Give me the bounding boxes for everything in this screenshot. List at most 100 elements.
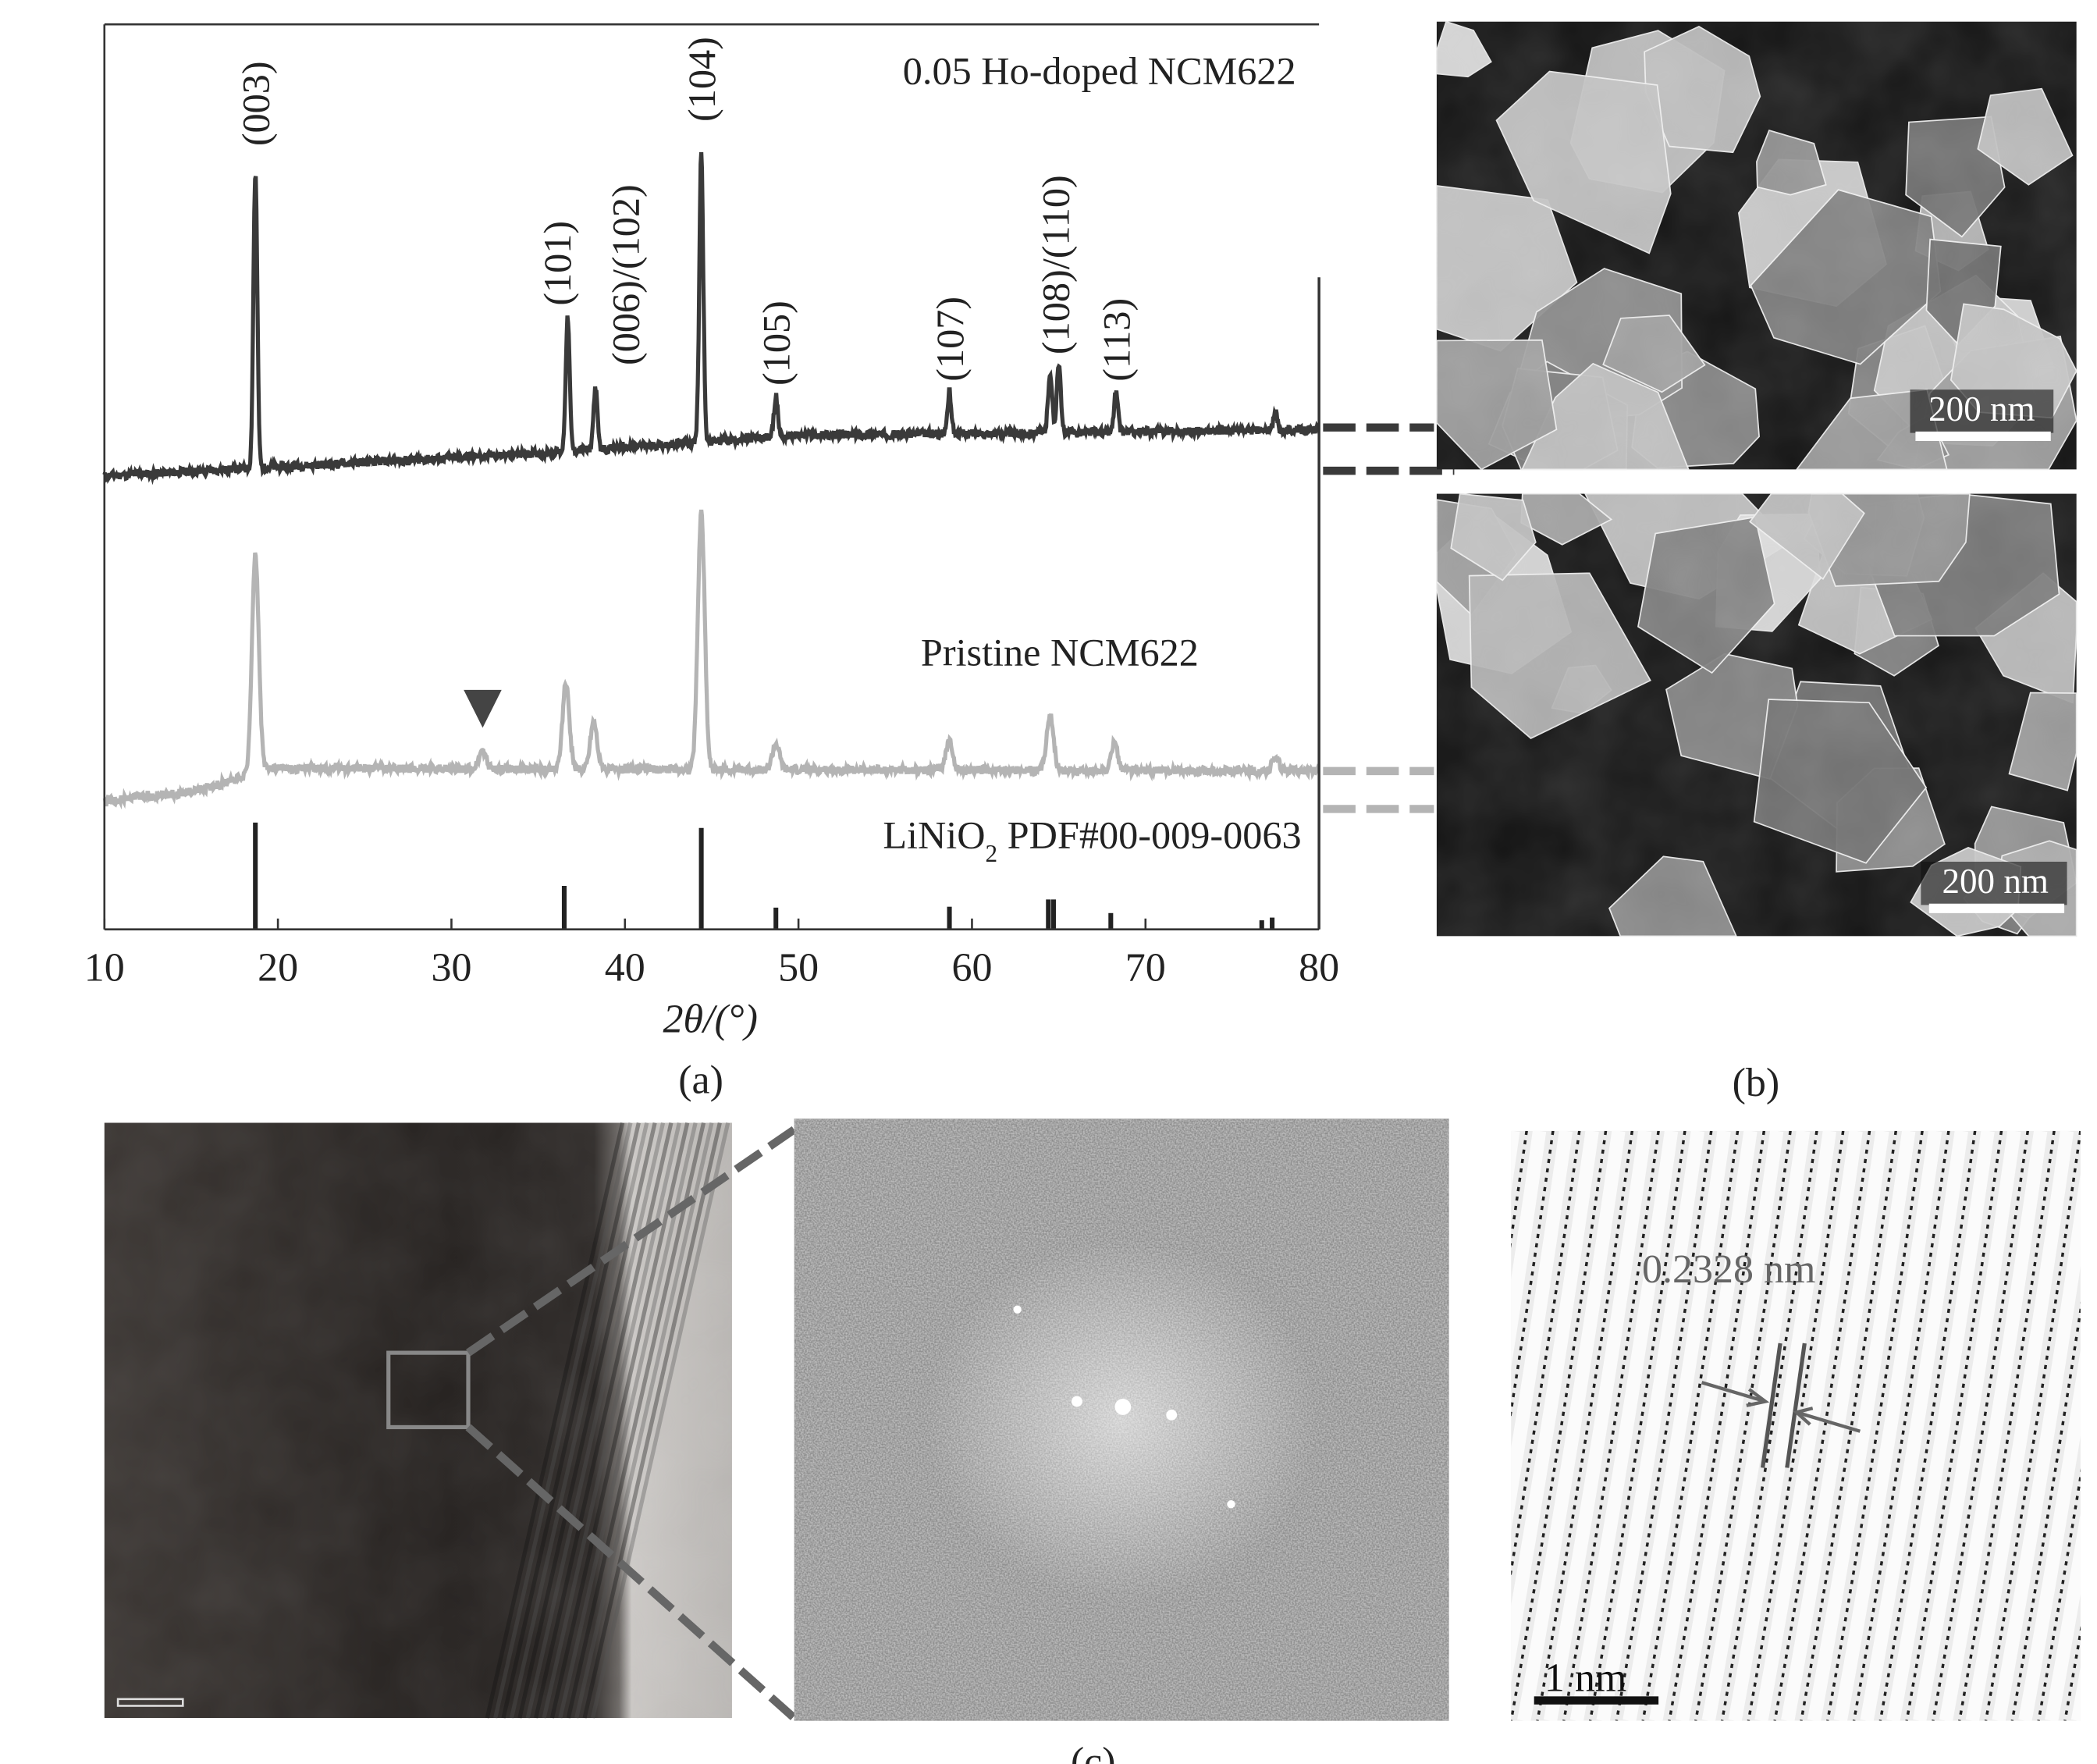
scale-bar: [1915, 431, 2051, 441]
fringe-dark: [1826, 1130, 1924, 1721]
fringe-bright: [1569, 1130, 1679, 1721]
tem-scale-bar: [116, 1698, 184, 1707]
fringe-bright: [2018, 1350, 2081, 1721]
fringe-dark: [1958, 1130, 2056, 1721]
xrd-curves: [102, 151, 1320, 930]
fringe-dark: [1511, 1130, 1608, 1721]
fringe-bright: [1860, 1130, 1968, 1721]
sem-scale-label: 200 nm: [1928, 389, 2035, 429]
ref-sub: 2: [986, 840, 998, 867]
fringe-dark: [1984, 1130, 2081, 1721]
fringe-bright: [1754, 1130, 1863, 1721]
fringe-dark: [1905, 1130, 2003, 1721]
tem-image: [104, 1122, 732, 1719]
fringe-bright: [1649, 1130, 1758, 1721]
fringe-bright: [1511, 1130, 1599, 1684]
fringe-dark: [1932, 1130, 2030, 1721]
fft-spot: [1166, 1409, 1178, 1421]
lattice-streak: [566, 1122, 706, 1719]
fringe-bright: [2045, 1513, 2081, 1721]
peak-labels: (003) (101) (006)/(102) (104) (105) (107) (108…: [234, 37, 1139, 386]
fringe-dark: [2010, 1301, 2081, 1721]
zoom-connector-lines: [465, 1126, 798, 1721]
x-axis-ticks: 10 20 30 40 50 60 70 80: [84, 918, 1339, 990]
connector-lines: [1323, 423, 1455, 813]
fringe-bright: [1701, 1130, 1811, 1721]
x-tick-label: 60: [951, 946, 992, 990]
fringe-dark: [1694, 1130, 1792, 1721]
lattice-scale-bar: [1534, 1696, 1659, 1705]
peak-label: (107): [928, 297, 972, 382]
lattice-streak: [558, 1122, 698, 1719]
series-label-pristine: Pristine NCM622: [921, 631, 1199, 674]
peak-label: (105): [755, 301, 798, 386]
panel-label-b: (b): [1733, 1061, 1780, 1105]
arrow-right: [1793, 1407, 1861, 1433]
lattice-spacing-label: 0.2328 nm: [1642, 1247, 1815, 1292]
fft-spot: [1071, 1396, 1082, 1407]
peak-label: (003): [234, 61, 278, 146]
fringe-bright: [1833, 1130, 1942, 1721]
fringe-bright: [1517, 1130, 1626, 1721]
fringe-bright: [1623, 1130, 1731, 1721]
scale-bar-bg: [1921, 862, 2067, 905]
fringe-dark: [1511, 1130, 1581, 1579]
fringe-bright: [1939, 1130, 2048, 1721]
fringe-bright: [2070, 1666, 2081, 1721]
lattice-streak: [534, 1122, 674, 1719]
lattice-streak: [485, 1122, 625, 1719]
lattice-streak: [574, 1122, 714, 1719]
lattice-streak: [493, 1122, 633, 1719]
fft-spots: [1013, 1305, 1235, 1509]
fringe-dark: [2092, 1131, 2097, 1721]
series-line-doped: [102, 151, 1320, 485]
x-tick-label: 70: [1125, 946, 1166, 990]
fringe-bright: [1511, 1130, 1573, 1531]
series-line-pristine: [102, 509, 1320, 810]
fringe-bright: [1965, 1130, 2074, 1721]
x-tick-label: 20: [258, 946, 298, 990]
lattice-streak: [509, 1122, 649, 1719]
arrow-left: [1701, 1381, 1770, 1407]
ref-main: LiNiO: [883, 813, 985, 857]
x-tick-label: 40: [605, 946, 645, 990]
fringe-dark: [1720, 1130, 1818, 1721]
fringe-bright: [1886, 1130, 1995, 1721]
lattice-streak: [501, 1122, 641, 1719]
peak-label: (104): [680, 37, 723, 122]
fringe-bright: [1992, 1173, 2081, 1721]
fringe-bright: [1596, 1130, 1704, 1721]
fringe-bright: [1543, 1130, 1652, 1721]
fringe-dark: [1800, 1130, 1898, 1721]
fringe-dark: [1878, 1130, 1977, 1721]
ref-rest: PDF#00-009-0063: [997, 813, 1301, 857]
fft-spot: [1227, 1500, 1235, 1509]
fringe-dark: [1668, 1130, 1766, 1721]
lattice-streak: [590, 1122, 730, 1719]
fringe-bright: [1511, 1130, 1547, 1368]
lattice-streak: [525, 1122, 666, 1719]
sem-image-pristine: 200 nm: [1436, 493, 2077, 937]
fringe-dark: [1852, 1130, 1950, 1721]
sem-scale-label: 200 nm: [1942, 862, 2048, 901]
fringe-dark: [1641, 1130, 1740, 1721]
series-label-doped: 0.05 Ho-doped NCM622: [903, 48, 1296, 92]
xrd-chart: 10 20 30 40 50 60 70 80 (003) (101) (006)/(102) (1…: [84, 23, 1339, 1102]
fringe-dark: [1773, 1130, 1871, 1721]
scale-bar: [1928, 903, 2065, 913]
peak-label: (101): [535, 221, 579, 306]
fringe-bright: [1807, 1130, 1916, 1721]
panel-label-a: (a): [678, 1058, 723, 1102]
spacing-marker: [1761, 1343, 1782, 1468]
x-tick-label: 80: [1299, 946, 1339, 990]
fringe-dark: [1747, 1130, 1845, 1721]
peak-label: (113): [1094, 298, 1138, 382]
panel-label-c: (c): [1071, 1740, 1116, 1764]
x-tick-label: 30: [431, 946, 471, 990]
peak-label: (006)/(102): [603, 184, 647, 365]
zoom-line-top: [466, 1126, 797, 1357]
fringe-dark: [1536, 1130, 1634, 1721]
selected-region-box: [386, 1350, 471, 1430]
fringe-dark: [1562, 1130, 1660, 1721]
lattice-streak: [549, 1122, 690, 1719]
